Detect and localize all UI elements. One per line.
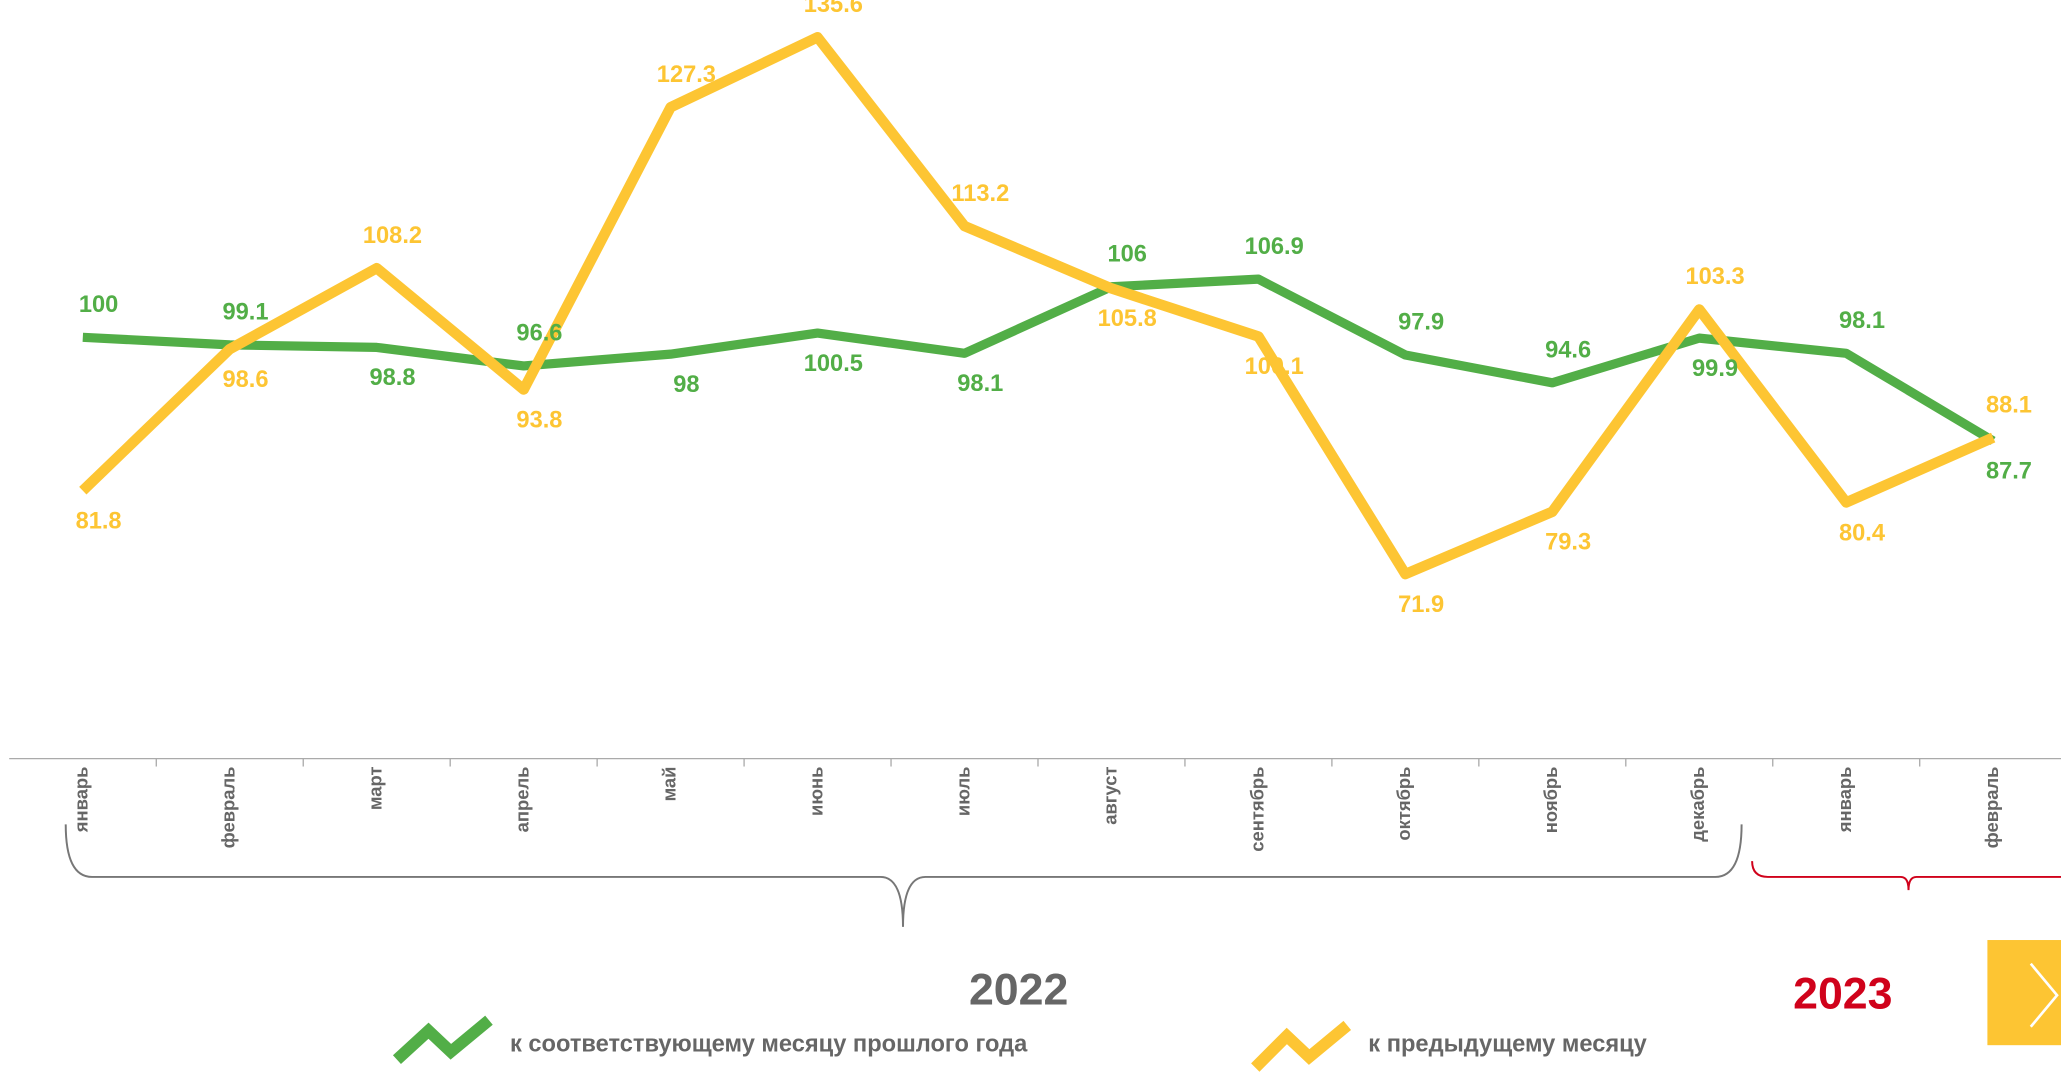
data-label: 97.9 <box>1398 310 1444 336</box>
legend-icon <box>392 1015 493 1064</box>
data-label: 93.8 <box>516 407 562 433</box>
data-label: 87.7 <box>1986 459 2032 485</box>
legend-label: к предыдущему месяцу <box>1368 1031 1647 1057</box>
x-tick-label: май <box>658 767 679 802</box>
x-tick-label: март <box>365 767 386 811</box>
x-tick-label: декабрь <box>1687 767 1708 842</box>
x-tick-label: февраль <box>1981 767 2002 849</box>
data-label: 98 <box>673 372 699 398</box>
data-label: 94.6 <box>1545 338 1591 364</box>
bracket-2022 <box>64 824 1743 927</box>
data-label: 108.2 <box>363 223 422 249</box>
data-label: 127.3 <box>657 62 716 88</box>
data-label: 135.6 <box>804 0 863 18</box>
data-label: 100.1 <box>1245 354 1304 380</box>
data-label: 100.5 <box>804 351 863 377</box>
x-tick-label: январь <box>71 767 92 834</box>
next-arrow[interactable] <box>2029 962 2059 1028</box>
data-label: 113.2 <box>951 181 1009 207</box>
next-button[interactable] <box>1987 940 2061 1046</box>
x-tick-label: сентябрь <box>1246 767 1267 852</box>
data-label: 105.8 <box>1098 306 1157 332</box>
x-tick-label: апрель <box>512 767 533 833</box>
data-label: 106.9 <box>1245 234 1304 260</box>
x-tick-label: ноябрь <box>1540 767 1561 834</box>
data-label: 79.3 <box>1545 530 1591 556</box>
x-tick-label: октябрь <box>1393 767 1414 841</box>
data-label: 100 <box>79 292 118 318</box>
data-label: 98.6 <box>223 367 269 393</box>
x-tick-label: август <box>1099 767 1120 825</box>
x-tick-label: январь <box>1834 767 1855 834</box>
data-label: 98.1 <box>957 371 1003 397</box>
data-label: 103.3 <box>1685 264 1744 290</box>
x-tick-label: июль <box>952 767 973 817</box>
x-tick-label: февраль <box>218 767 239 849</box>
data-label: 88.1 <box>1986 392 2032 418</box>
legend-icon <box>1251 1020 1352 1072</box>
data-label: 99.9 <box>1692 356 1738 382</box>
next-button-bg[interactable] <box>1987 940 2061 1046</box>
series-line <box>79 32 1996 580</box>
group-label: 2023 <box>1793 969 1892 1018</box>
legend-label: к соответствующему месяцу прошлого года <box>510 1031 1028 1057</box>
data-label: 80.4 <box>1839 520 1886 546</box>
x-tick-label: июнь <box>805 767 826 816</box>
data-label: 99.1 <box>223 300 269 326</box>
bracket-2023 <box>1751 861 2061 891</box>
data-label: 71.9 <box>1398 592 1444 618</box>
data-label: 106 <box>1108 241 1147 267</box>
data-label: 96.6 <box>516 321 562 347</box>
data-label: 81.8 <box>76 508 122 534</box>
data-label: 98.1 <box>1839 308 1885 334</box>
group-label: 2022 <box>969 965 1068 1014</box>
data-label: 98.8 <box>369 365 415 391</box>
